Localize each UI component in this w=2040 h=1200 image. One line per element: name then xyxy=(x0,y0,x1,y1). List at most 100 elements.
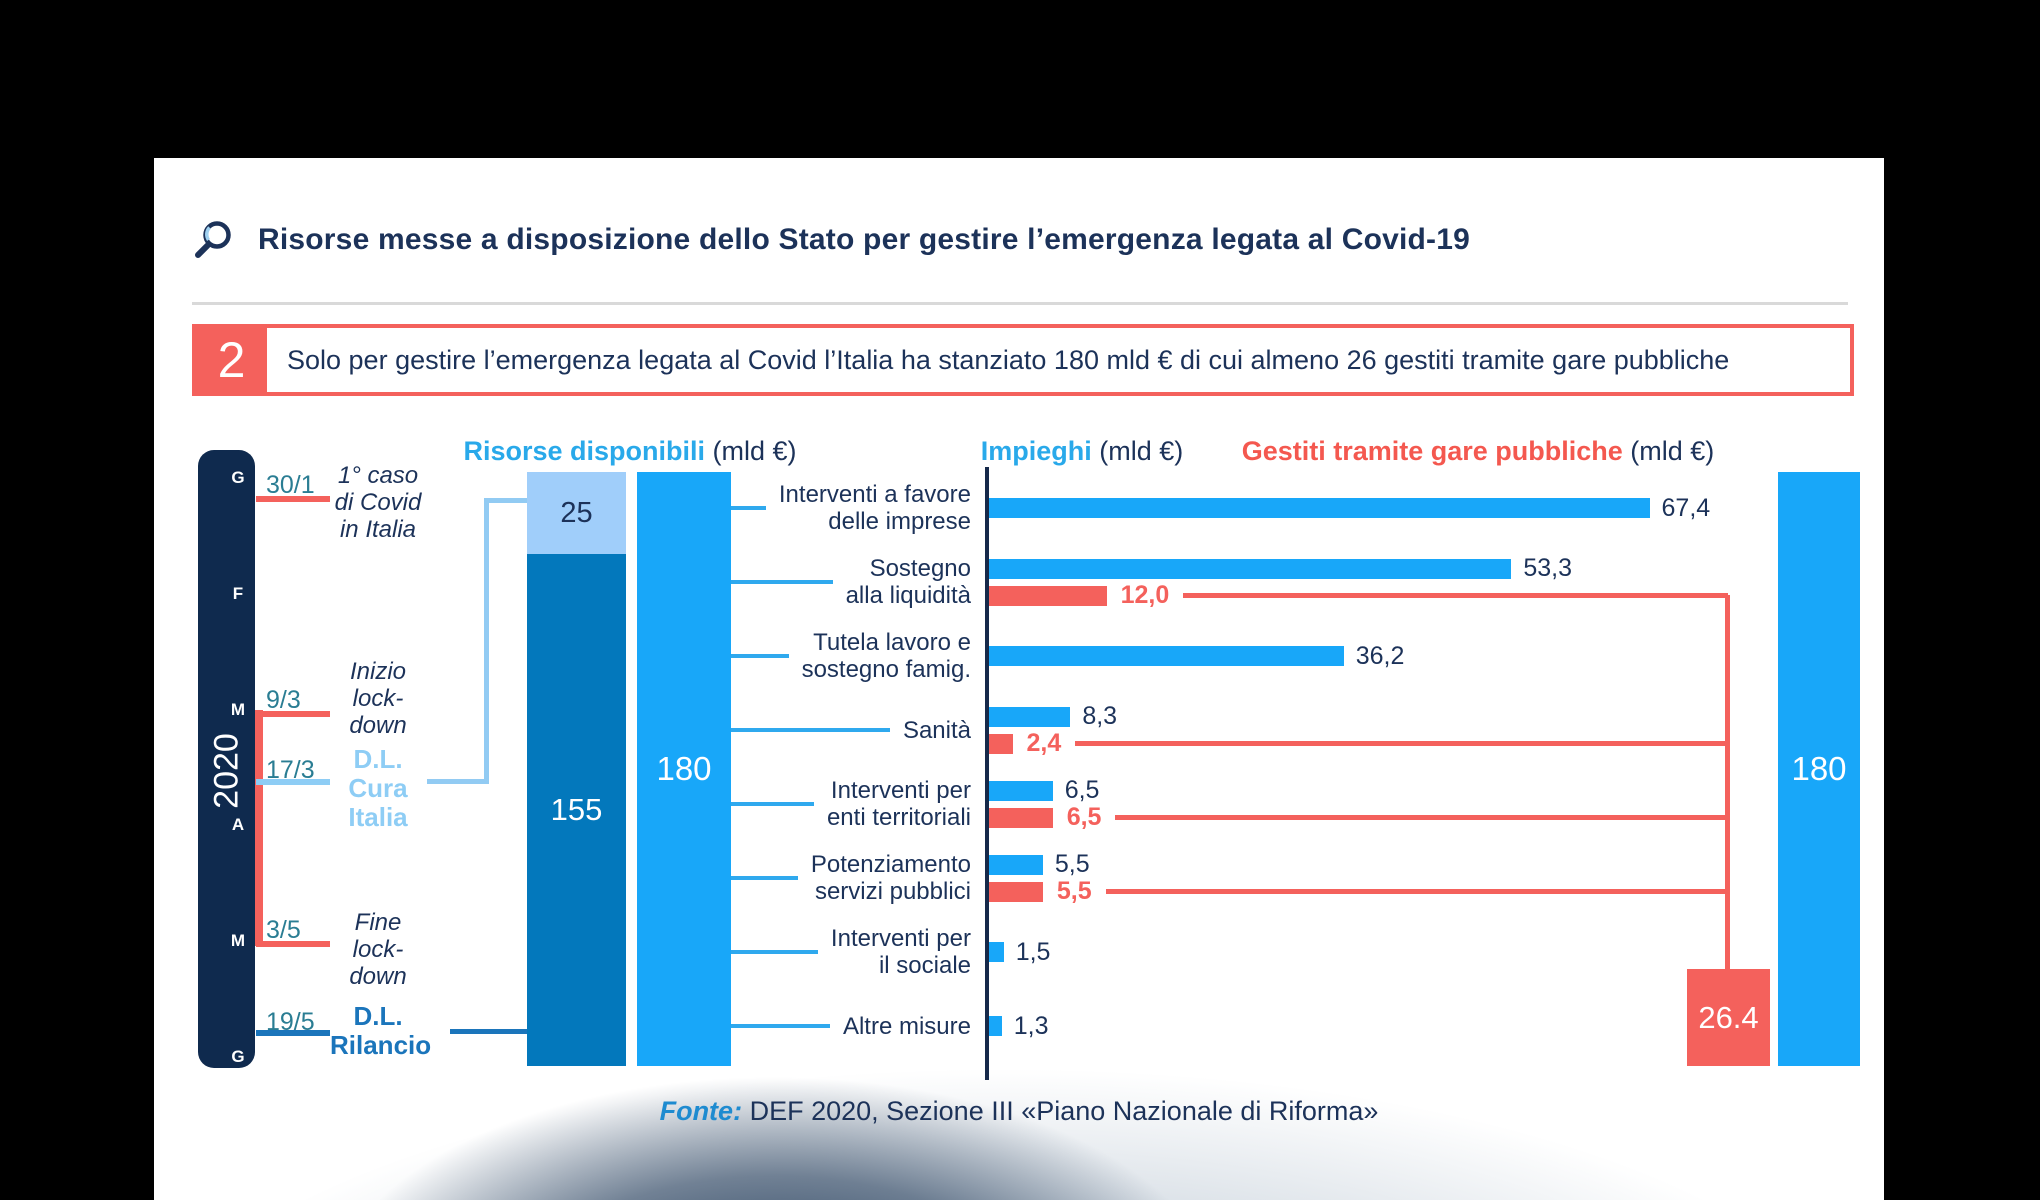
category-label-zone: Sanità xyxy=(731,691,971,769)
event-label: D.L. Cura Italia xyxy=(348,744,408,832)
impieghi-value-label: 5,5 xyxy=(1054,850,1090,878)
timeline-bar: G F M A M G xyxy=(198,450,255,1068)
impieghi-value-label: 36,2 xyxy=(1355,641,1405,670)
cura-connector-h2 xyxy=(484,498,527,503)
category-label: Potenziamento servizi pubblici xyxy=(810,851,971,905)
gare-value-label: 12,0 xyxy=(1120,581,1170,609)
category-label-zone: Potenziamento servizi pubblici xyxy=(731,839,971,917)
category-label: Tutela lavoro e sostegno famig. xyxy=(801,629,971,683)
label-connector-line xyxy=(731,950,818,954)
gare-connector-line xyxy=(1105,889,1728,894)
impieghi-bar xyxy=(989,1016,1002,1036)
event-label: Inizio lock- down xyxy=(349,658,407,739)
label-connector-line xyxy=(731,506,766,510)
impieghi-row: Interventi per il sociale 1,5 xyxy=(731,913,1728,991)
impieghi-row: Sostegno alla liquidità 53,3 12,0 xyxy=(731,543,1728,621)
event-marker-line xyxy=(256,941,330,947)
source-note: Fonte: DEF 2020, Sezione III «Piano Nazi… xyxy=(154,1096,1884,1127)
header-impieghi-label: Impieghi xyxy=(980,436,1092,466)
impieghi-bar-row: 53,3 xyxy=(989,554,1728,582)
gare-connector-line xyxy=(1075,741,1728,746)
impieghi-value-label: 1,5 xyxy=(1015,937,1051,966)
page-title: Risorse messe a disposizione dello Stato… xyxy=(258,223,1471,256)
impieghi-value-label: 67,4 xyxy=(1661,493,1711,522)
impieghi-bar xyxy=(989,780,1053,801)
rilancio-connector xyxy=(450,1029,527,1034)
divider xyxy=(192,302,1848,305)
risorse-stacked-bar: 25 155 xyxy=(527,472,626,1066)
category-label-zone: Interventi a favore delle imprese xyxy=(731,469,971,547)
header-impieghi-unit: (mld €) xyxy=(1091,436,1184,466)
event-label: 1° caso di Covid in Italia xyxy=(334,462,422,543)
category-label: Sostegno alla liquidità xyxy=(845,555,971,609)
header-gare-pubbliche: Gestiti tramite gare pubbliche (mld €) xyxy=(1178,436,1778,470)
label-connector-line xyxy=(731,654,789,658)
impieghi-bar-row: 1,5 xyxy=(989,938,1728,966)
label-connector-line xyxy=(731,580,833,584)
header-risorse-label: Risorse disponibili xyxy=(463,436,706,466)
impieghi-axis xyxy=(985,467,989,1080)
lockdown-period-band xyxy=(255,710,263,946)
impieghi-value-label: 53,3 xyxy=(1523,554,1572,582)
gare-bar-row: 2,4 xyxy=(989,729,1728,757)
impieghi-bar-row: 1,3 xyxy=(989,1012,1728,1040)
timeline-year: 2020 xyxy=(207,733,245,809)
gare-value-label: 2,4 xyxy=(1026,729,1062,757)
gare-connector-line xyxy=(1115,815,1728,820)
event-marker-line xyxy=(256,1030,330,1036)
key-message-text: Solo per gestire l’emergenza legata al C… xyxy=(287,344,1730,375)
slide: Risorse messe a disposizione dello Stato… xyxy=(154,158,1884,1200)
category-label: Interventi per enti territoriali xyxy=(826,777,971,831)
impieghi-value-label: 1,3 xyxy=(1013,1011,1049,1040)
bars-zone: 6,5 6,5 xyxy=(989,765,1728,843)
gare-bar xyxy=(989,585,1107,606)
impieghi-bar xyxy=(989,706,1071,727)
source-text: DEF 2020, Sezione III «Piano Nazionale d… xyxy=(742,1096,1379,1126)
gare-bar xyxy=(989,807,1053,828)
impieghi-bar-row: 8,3 xyxy=(989,702,1728,730)
event-date: 9/3 xyxy=(266,686,301,714)
cura-connector-h1 xyxy=(427,779,487,784)
bars-zone: 1,5 xyxy=(989,913,1728,991)
event-label: D.L. Rilancio xyxy=(330,1001,432,1060)
impieghi-bar-row: 36,2 xyxy=(989,642,1728,670)
impieghi-bar xyxy=(989,854,1043,875)
impieghi-bar-row: 67,4 xyxy=(989,494,1728,522)
impieghi-row: Altre misure 1,3 xyxy=(731,987,1728,1065)
gare-value-label: 6,5 xyxy=(1066,803,1102,831)
bars-zone: 5,5 5,5 xyxy=(989,839,1728,917)
stanziato-total-bar: 180 xyxy=(1778,472,1860,1066)
bars-zone: 8,3 2,4 xyxy=(989,691,1728,769)
impieghi-bar xyxy=(989,646,1344,666)
gare-bar-row: 12,0 xyxy=(989,581,1728,609)
impieghi-bar xyxy=(989,558,1512,579)
stack-segment-rilancio: 155 xyxy=(527,554,626,1066)
stack-segment-cura: 25 xyxy=(527,472,626,554)
impieghi-row: Potenziamento servizi pubblici 5,5 5,5 xyxy=(731,839,1728,917)
category-label: Interventi a favore delle imprese xyxy=(778,481,971,535)
gare-bar-row: 5,5 xyxy=(989,877,1728,905)
magnifier-icon xyxy=(195,221,231,258)
gare-bar xyxy=(989,733,1013,754)
category-label-zone: Sostegno alla liquidità xyxy=(731,543,971,621)
timeline-month-label: M xyxy=(230,931,246,951)
header-gare-unit: (mld €) xyxy=(1622,436,1715,466)
category-label: Altre misure xyxy=(842,1012,971,1040)
header-impieghi: Impieghi (mld €) xyxy=(952,436,1212,470)
category-label: Sanità xyxy=(902,716,971,744)
timeline-month-label: G xyxy=(231,468,245,487)
event-label: Fine lock- down xyxy=(349,909,407,990)
impieghi-value-label: 8,3 xyxy=(1082,702,1118,730)
gare-connector-vertical xyxy=(1725,595,1730,969)
impieghi-row: Interventi per enti territoriali 6,5 6,5 xyxy=(731,765,1728,843)
bars-zone: 53,3 12,0 xyxy=(989,543,1728,621)
header-risorse-disponibili: Risorse disponibili (mld €) xyxy=(430,436,830,470)
source-label: Fonte: xyxy=(659,1096,743,1126)
key-message-callout: 2 Solo per gestire l’emergenza legata al… xyxy=(192,324,1854,396)
impieghi-row: Tutela lavoro e sostegno famig. 36,2 xyxy=(731,617,1728,695)
timeline-month-label: M xyxy=(230,699,246,719)
category-label-zone: Interventi per enti territoriali xyxy=(731,765,971,843)
category-label: Interventi per il sociale xyxy=(830,925,971,979)
slide-number-badge: 2 xyxy=(196,328,267,392)
